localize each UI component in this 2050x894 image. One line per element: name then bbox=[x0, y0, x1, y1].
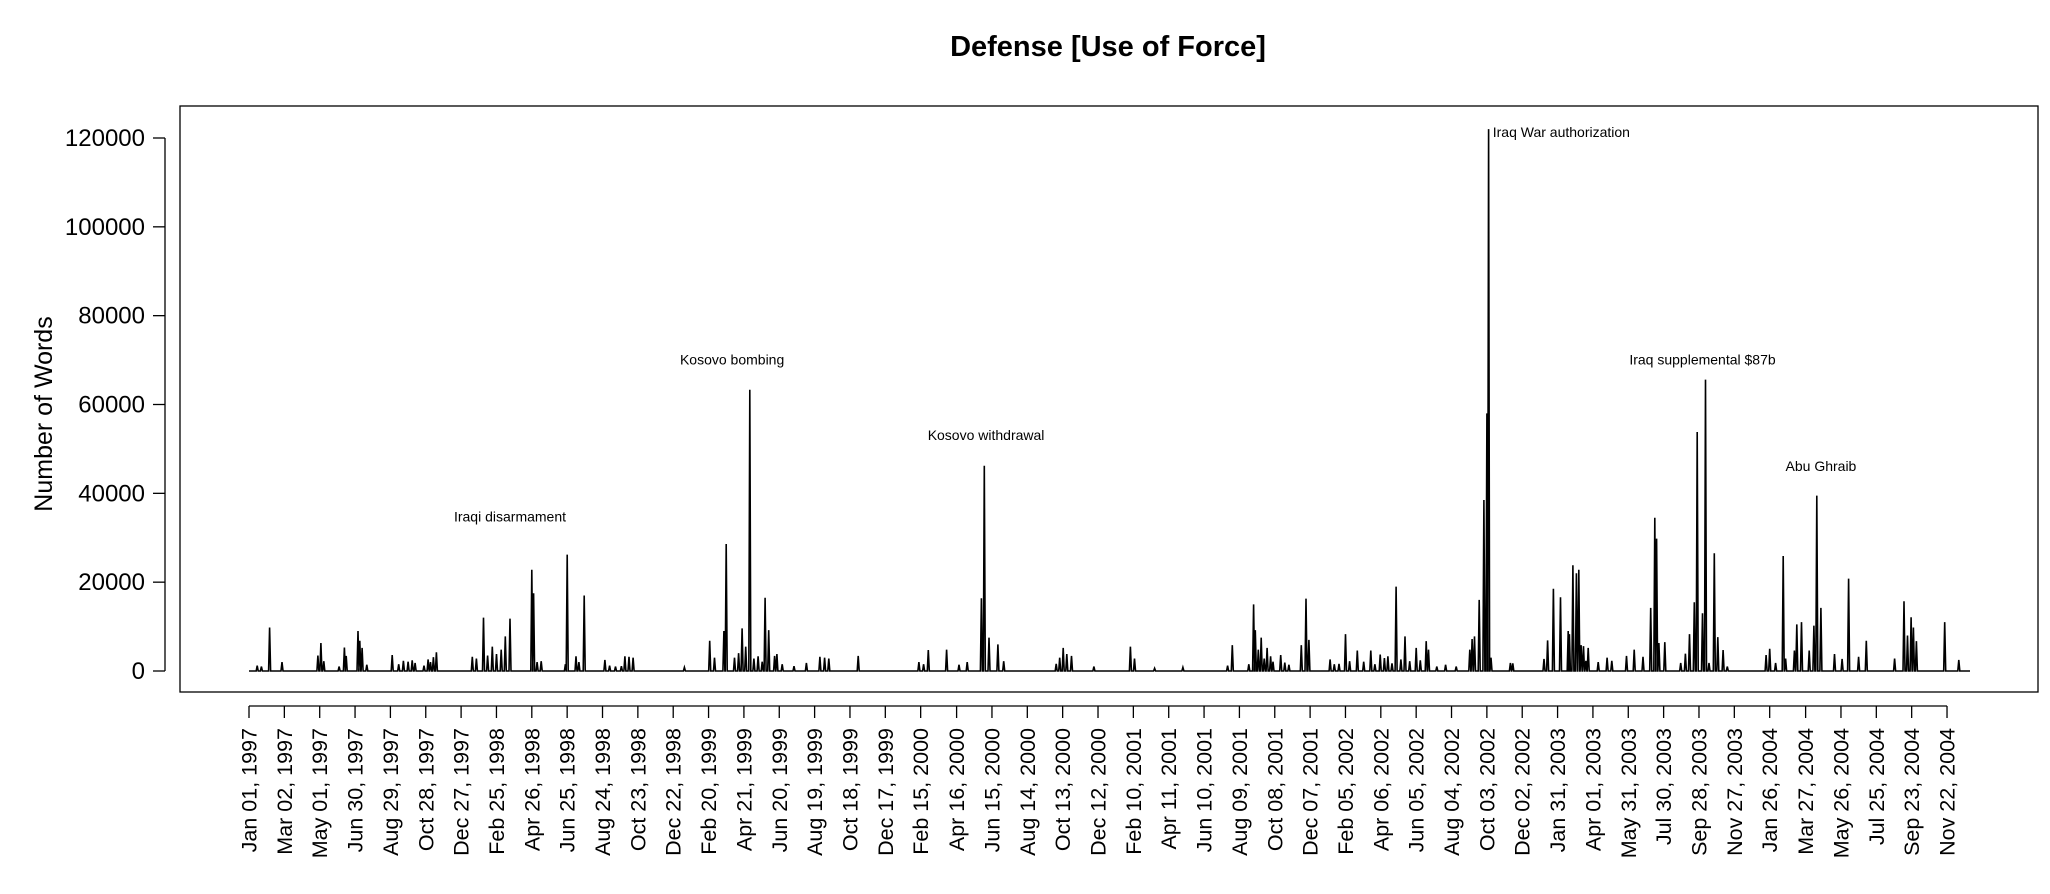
annotation-label: Iraq War authorization bbox=[1493, 124, 1630, 140]
x-tick-label: Apr 21, 1999 bbox=[732, 728, 756, 851]
x-tick-label: Jan 26, 2004 bbox=[1758, 728, 1782, 852]
x-tick-label: Dec 02, 2002 bbox=[1511, 728, 1535, 856]
x-tick-label: Mar 27, 2004 bbox=[1794, 728, 1818, 855]
x-tick-label: Aug 24, 1998 bbox=[591, 728, 615, 856]
x-tick-label: Sep 28, 2003 bbox=[1687, 728, 1711, 856]
x-tick-label: Oct 03, 2002 bbox=[1475, 728, 1499, 851]
x-tick-label: May 01, 1997 bbox=[308, 728, 332, 858]
y-tick-label: 0 bbox=[132, 658, 145, 685]
annotation-label: Kosovo withdrawal bbox=[928, 427, 1045, 443]
x-tick-label: Feb 25, 1998 bbox=[485, 728, 509, 855]
x-tick-label: Jul 25, 2004 bbox=[1865, 728, 1889, 845]
x-tick-label: Feb 05, 2002 bbox=[1334, 728, 1358, 855]
x-tick-label: Sep 23, 2004 bbox=[1900, 728, 1924, 856]
x-tick-label: Oct 23, 1998 bbox=[626, 728, 650, 851]
x-tick-label: Jun 25, 1998 bbox=[556, 728, 580, 852]
y-tick-label: 60000 bbox=[78, 392, 145, 419]
x-tick-label: Jun 05, 2002 bbox=[1405, 728, 1429, 852]
x-tick-label: Apr 16, 2000 bbox=[945, 728, 969, 851]
x-axis: Jan 01, 1997 Mar 02, 1997 May 01, 1997 Jun … bbox=[238, 705, 1960, 858]
x-tick-label: May 31, 2003 bbox=[1617, 728, 1641, 858]
x-tick-label: Apr 11, 2001 bbox=[1157, 728, 1181, 850]
x-tick-label: Aug 29, 1997 bbox=[379, 728, 403, 856]
x-tick-label: Mar 02, 1997 bbox=[273, 728, 297, 855]
x-tick-label: Jun 20, 1999 bbox=[768, 728, 792, 852]
x-tick-label: Aug 19, 1999 bbox=[803, 728, 827, 856]
annotations: Iraqi disarmament Kosovo bombing Kosovo wi… bbox=[454, 124, 1857, 524]
x-tick-label: Feb 20, 1999 bbox=[697, 728, 721, 855]
y-axis: 0 20000 40000 60000 80000 100000 120000 bbox=[65, 125, 166, 685]
series-line bbox=[249, 129, 1970, 672]
x-tick-label: Dec 07, 2001 bbox=[1299, 728, 1323, 856]
x-tick-label: Dec 12, 2000 bbox=[1087, 728, 1111, 856]
x-tick-label: Feb 15, 2000 bbox=[909, 728, 933, 855]
x-tick-label: Oct 08, 2001 bbox=[1263, 728, 1287, 851]
y-tick-label: 100000 bbox=[65, 214, 145, 241]
x-tick-label: Oct 28, 1997 bbox=[414, 728, 438, 851]
x-tick-label: Dec 22, 1998 bbox=[662, 728, 686, 856]
x-tick-label: Dec 17, 1999 bbox=[874, 728, 898, 856]
x-tick-label: Jun 30, 1997 bbox=[344, 728, 368, 852]
annotation-label: Iraq supplemental $87b bbox=[1629, 352, 1776, 368]
y-tick-label: 40000 bbox=[78, 480, 145, 507]
x-tick-label: Aug 09, 2001 bbox=[1228, 728, 1252, 856]
x-tick-label: Jan 31, 2003 bbox=[1546, 728, 1570, 852]
chart-title: Defense [Use of Force] bbox=[950, 31, 1266, 63]
y-tick-label: 20000 bbox=[78, 569, 145, 596]
x-tick-label: Dec 27, 1997 bbox=[450, 728, 474, 856]
x-tick-label: Jun 10, 2001 bbox=[1193, 728, 1217, 852]
x-tick-label: Jun 15, 2000 bbox=[980, 728, 1004, 852]
x-tick-label: Nov 22, 2004 bbox=[1936, 728, 1960, 856]
x-tick-label: Oct 18, 1999 bbox=[838, 728, 862, 851]
y-tick-label: 120000 bbox=[65, 125, 145, 152]
y-axis-label: Number of Words bbox=[30, 316, 58, 511]
annotation-label: Abu Ghraib bbox=[1786, 458, 1857, 474]
x-tick-label: Apr 26, 1998 bbox=[520, 728, 544, 851]
x-tick-label: Nov 27, 2003 bbox=[1723, 728, 1747, 856]
annotation-label: Kosovo bombing bbox=[680, 352, 784, 368]
x-tick-label: Feb 10, 2001 bbox=[1122, 728, 1146, 855]
y-tick-label: 80000 bbox=[78, 303, 145, 330]
x-tick-label: Jul 30, 2003 bbox=[1652, 728, 1676, 845]
x-tick-label: Aug 04, 2002 bbox=[1440, 728, 1464, 856]
x-tick-label: May 26, 2004 bbox=[1829, 728, 1853, 858]
annotation-label: Iraqi disarmament bbox=[454, 508, 566, 524]
x-tick-label: Apr 06, 2002 bbox=[1369, 728, 1393, 851]
x-tick-label: Apr 01, 2003 bbox=[1581, 728, 1605, 851]
x-tick-label: Oct 13, 2000 bbox=[1051, 728, 1075, 851]
x-tick-label: Aug 14, 2000 bbox=[1016, 728, 1040, 856]
x-tick-label: Jan 01, 1997 bbox=[238, 728, 262, 852]
plot-frame bbox=[179, 105, 2039, 693]
